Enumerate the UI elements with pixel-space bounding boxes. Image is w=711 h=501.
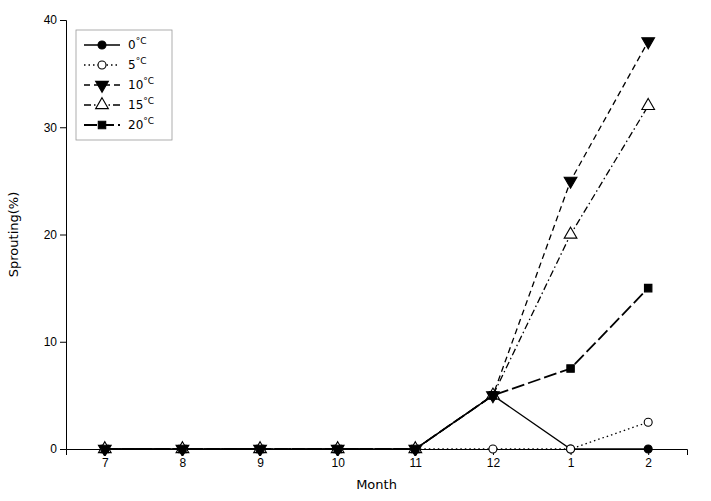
point [254, 442, 267, 453]
point [567, 445, 575, 453]
point [334, 445, 342, 453]
point [644, 445, 652, 453]
legend-marker [98, 121, 105, 128]
x-tick-label: 9 [257, 456, 264, 470]
point [101, 445, 108, 452]
series [101, 418, 652, 453]
point [409, 442, 422, 453]
point [178, 445, 186, 453]
legend-marker [96, 81, 109, 92]
point [179, 445, 186, 452]
point [644, 418, 652, 426]
point [331, 442, 344, 453]
y-tick-mark [60, 342, 66, 343]
point [412, 445, 419, 452]
point [411, 445, 419, 453]
legend-label: 5°C [128, 56, 146, 72]
legend-label: 20°C [128, 116, 154, 132]
series-line [105, 395, 648, 449]
point [644, 284, 651, 291]
point [256, 445, 264, 453]
x-axis-line [67, 450, 688, 456]
x-axis: 78910111212 [67, 449, 688, 470]
point [98, 442, 111, 453]
y-tick-label: 30 [44, 121, 58, 135]
y-tick-label: 40 [44, 13, 58, 27]
point [642, 98, 655, 109]
series [98, 98, 654, 452]
point [334, 445, 342, 453]
point [567, 365, 574, 372]
legend-item: 10°C [84, 76, 154, 92]
series-line [105, 288, 648, 449]
point [334, 445, 341, 452]
series [101, 284, 652, 452]
x-tick-label: 8 [180, 456, 187, 470]
series [101, 391, 652, 453]
series-area [98, 38, 654, 456]
y-tick: 40 [44, 13, 66, 27]
legend-marker [96, 98, 109, 109]
point [101, 445, 109, 453]
legend-item: 5°C [84, 56, 146, 72]
y-axis-line [60, 21, 67, 450]
point [489, 391, 497, 399]
point [642, 38, 655, 49]
legend-label: 0°C [128, 36, 146, 52]
x-tick-label: 10 [332, 456, 346, 470]
legend-label: 15°C [128, 96, 154, 112]
legend-item: 20°C [84, 116, 154, 132]
legend-frame [76, 30, 172, 140]
y-tick-mark [60, 127, 66, 128]
point [489, 392, 496, 399]
point [256, 445, 264, 453]
point [489, 445, 497, 453]
point [564, 227, 577, 238]
y-tick: 10 [44, 335, 66, 349]
series-line [105, 106, 648, 449]
y-tick-label: 0 [50, 442, 57, 456]
y-axis-title: Sprouting(%) [6, 192, 21, 277]
x-tick-label: 12 [487, 456, 501, 470]
x-tick-label: 1 [568, 456, 575, 470]
legend-item: 15°C [84, 96, 154, 112]
series [98, 38, 654, 456]
point [178, 445, 186, 453]
point [256, 445, 263, 452]
chart: 789101112120102030400°C5°C10°C15°C20°CMo… [0, 0, 711, 501]
y-tick-label: 20 [44, 228, 58, 242]
y-tick: 30 [44, 121, 66, 135]
x-tick-label: 2 [645, 456, 652, 470]
y-tick-mark [60, 20, 66, 21]
point [101, 445, 109, 453]
legend-label: 10°C [128, 76, 154, 92]
series-line [105, 41, 648, 449]
point [411, 445, 419, 453]
x-tick-label: 11 [410, 456, 423, 470]
legend: 0°C 5°C 10°C 15°C 20°C [76, 30, 172, 140]
y-tick-mark [60, 449, 66, 450]
plot: 789101112120102030400°C5°C10°C15°C20°C [44, 13, 688, 469]
y-tick: 0 [50, 442, 66, 456]
point [564, 177, 577, 188]
point [567, 445, 575, 453]
legend-marker [98, 61, 106, 69]
legend-item: 0°C [84, 36, 146, 52]
point [176, 442, 189, 453]
y-axis: 0 10 20 30 40 [44, 13, 67, 456]
x-tick-label: 7 [102, 456, 109, 470]
y-tick-mark [60, 235, 66, 236]
y-tick-label: 10 [44, 335, 58, 349]
y-tick: 20 [44, 228, 66, 242]
x-axis-title: Month [356, 477, 397, 492]
legend-marker [98, 41, 106, 49]
